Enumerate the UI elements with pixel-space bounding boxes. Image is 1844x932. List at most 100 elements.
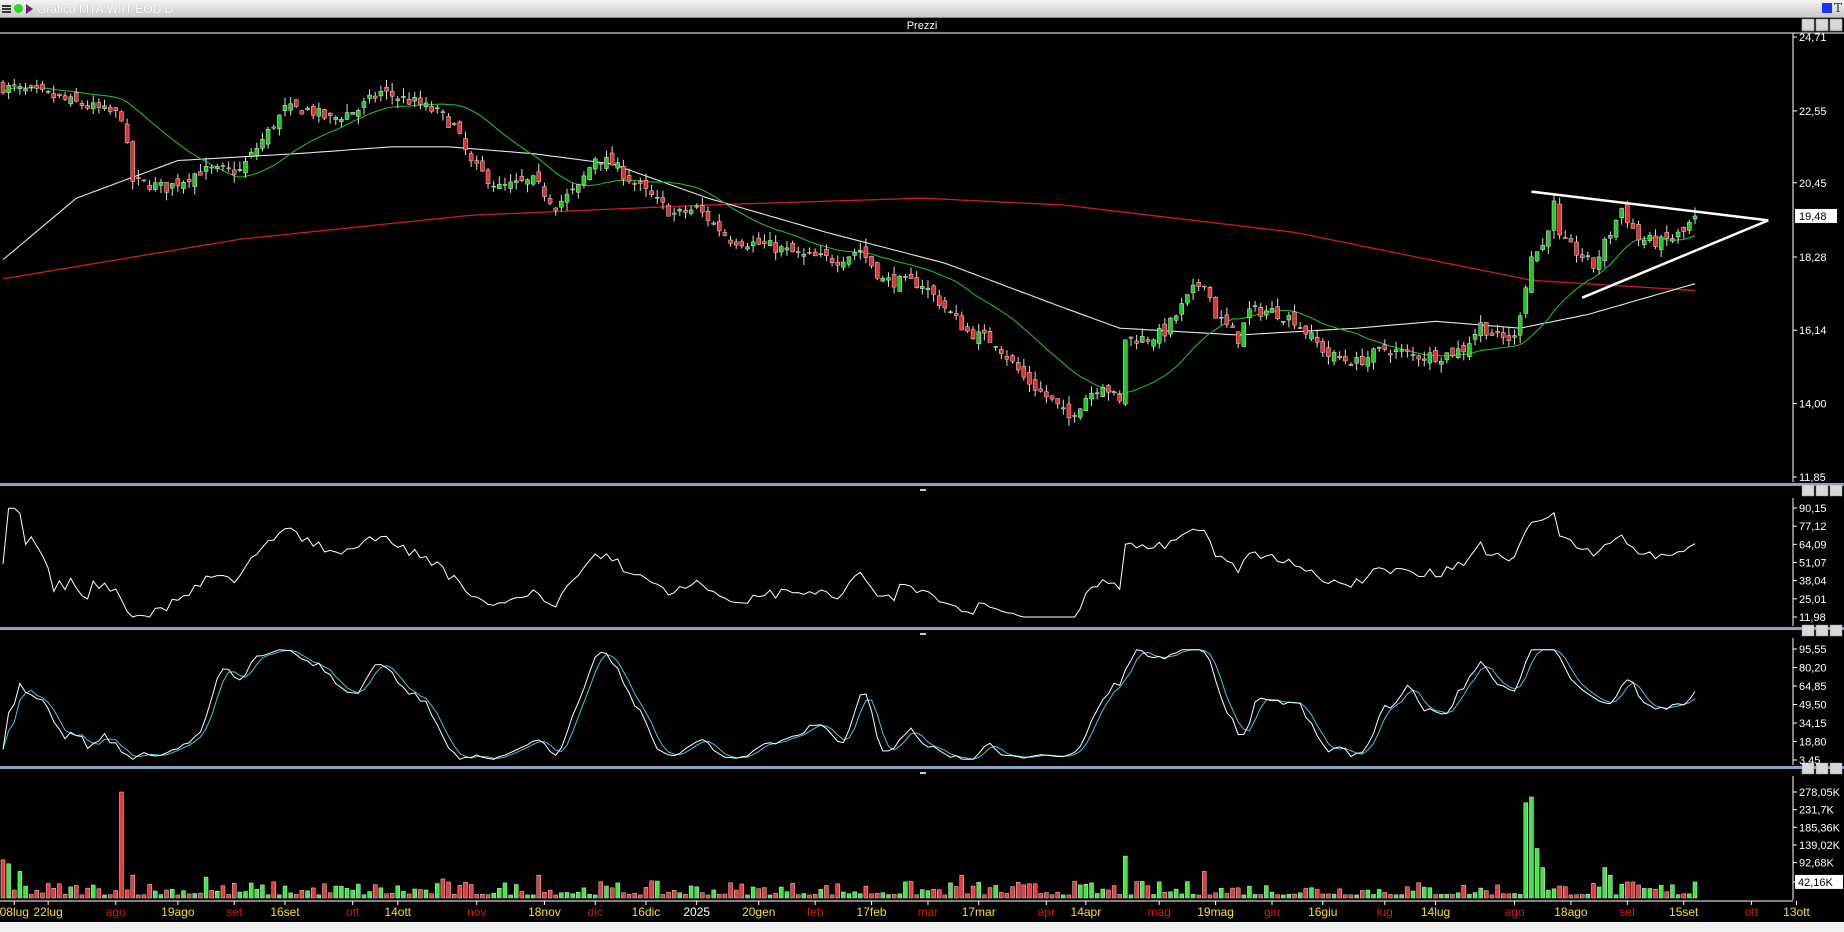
volume-bar: [841, 891, 846, 899]
stoch-d-line: [2, 649, 1696, 760]
candle-body: [1111, 391, 1117, 394]
volume-tick-label: 278,05K: [1799, 787, 1841, 799]
candle-body: [1382, 344, 1388, 350]
candle-body: [1179, 303, 1184, 315]
volume-bar: [1450, 894, 1455, 899]
candle-body: [1213, 296, 1218, 319]
date-label: 2025: [683, 905, 710, 919]
candle-body: [34, 85, 40, 89]
volume-bar: [677, 892, 682, 899]
volume-bar: [412, 888, 417, 899]
minimize-button[interactable]: [1801, 484, 1815, 497]
volume-bar: [739, 883, 745, 899]
volume-bar: [880, 892, 886, 899]
volume-bar: [17, 871, 23, 899]
rsi-panel[interactable]: 90,15 77,12 64,09 51,07 38,04 25,01 11,98: [2, 503, 1827, 624]
rsi-line: [2, 507, 1696, 618]
date-label: 16dic: [632, 905, 661, 919]
candle-body: [1314, 337, 1320, 343]
candle-body: [12, 84, 17, 87]
price-close-button[interactable]: [1829, 18, 1843, 31]
volume-bar: [694, 886, 699, 899]
volume-bar: [1551, 888, 1557, 899]
maximize-button[interactable]: [1815, 484, 1829, 497]
volume-bar: [1382, 892, 1388, 899]
candle-body: [1235, 331, 1241, 344]
candle-body: [1320, 340, 1325, 353]
volume-bar: [700, 892, 705, 899]
stochastic-panel[interactable]: 95,55 80,20 64,85 49,50 34,15 18,80 3,45: [2, 644, 1827, 767]
volume-bar: [40, 892, 45, 899]
candle-body: [1343, 356, 1348, 362]
candle-body: [953, 313, 959, 316]
candle-body: [305, 107, 310, 110]
volume-bar: [350, 889, 355, 899]
candle-body: [1461, 345, 1466, 353]
minimize-button[interactable]: [1801, 624, 1815, 637]
volume-bar: [587, 894, 592, 899]
candle-body: [925, 287, 931, 290]
volume-bar: [158, 894, 164, 899]
collapse-handle-icon[interactable]: [920, 772, 926, 774]
volume-bar: [666, 891, 671, 899]
collapse-handle-icon[interactable]: [920, 489, 926, 491]
volume-panel[interactable]: 278,05K 231,7K 185,36K 139,02K 92,68K 42,16K: [0, 787, 1843, 899]
candle-body: [243, 161, 248, 174]
close-button[interactable]: [1829, 762, 1843, 775]
candle-body: [1010, 355, 1015, 362]
candle-body: [767, 240, 773, 246]
candle-body: [1078, 408, 1083, 418]
maximize-button[interactable]: [1815, 624, 1829, 637]
candle-body: [1027, 372, 1032, 385]
candle-body: [485, 169, 491, 184]
volume-bar: [1156, 881, 1162, 899]
volume-bar: [891, 894, 897, 899]
color-square-icon[interactable]: [1821, 3, 1832, 13]
candle-body: [858, 250, 863, 252]
candle-body: [299, 110, 305, 115]
candle-body: [1207, 287, 1213, 298]
panel-separator[interactable]: [0, 627, 1844, 630]
close-button[interactable]: [1829, 624, 1843, 637]
price-maximize-button[interactable]: [1815, 18, 1829, 31]
candle-body: [762, 241, 767, 244]
trendline-resistance[interactable]: [1531, 190, 1769, 222]
volume-bar: [1557, 885, 1562, 899]
candle-body: [327, 113, 333, 116]
collapse-handle-icon[interactable]: [920, 633, 926, 635]
volume-bar: [1501, 893, 1506, 899]
panel-separator[interactable]: [0, 483, 1844, 486]
volume-bar: [1467, 894, 1472, 899]
price-panel[interactable]: 24,71 22,55 20,45 18,28 16,14 14,00 11,85 19,48: [0, 32, 1837, 484]
price-minimize-button[interactable]: [1801, 18, 1815, 31]
volume-bar: [1185, 881, 1190, 899]
trendline-support[interactable]: [1581, 219, 1769, 299]
candle-body: [1540, 245, 1545, 250]
rsi-tick-label: 38,04: [1799, 576, 1827, 588]
volume-bar: [1292, 893, 1297, 899]
volume-bar: [1337, 888, 1342, 899]
play-icon[interactable]: [26, 3, 33, 14]
candle-body: [68, 96, 73, 105]
volume-bar: [169, 889, 175, 899]
candle-body: [1399, 349, 1404, 352]
volume-bar: [1360, 890, 1365, 899]
candle-body: [1642, 239, 1647, 245]
volume-bar: [1642, 888, 1647, 899]
candle-body: [564, 193, 570, 203]
candle-body: [23, 88, 28, 92]
menu-icon[interactable]: [2, 4, 11, 13]
maximize-button[interactable]: [1815, 762, 1829, 775]
minimize-button[interactable]: [1801, 762, 1815, 775]
candle-body: [316, 108, 322, 117]
candle-body: [1258, 306, 1263, 317]
volume-bar: [282, 885, 288, 899]
close-button[interactable]: [1829, 484, 1843, 497]
volume-bar: [485, 894, 491, 899]
panel-separator[interactable]: [0, 766, 1844, 769]
volume-bar: [807, 894, 812, 899]
text-tool-icon[interactable]: T: [1833, 1, 1842, 15]
volume-bar: [463, 881, 468, 899]
date-label: 19ago: [161, 905, 195, 919]
